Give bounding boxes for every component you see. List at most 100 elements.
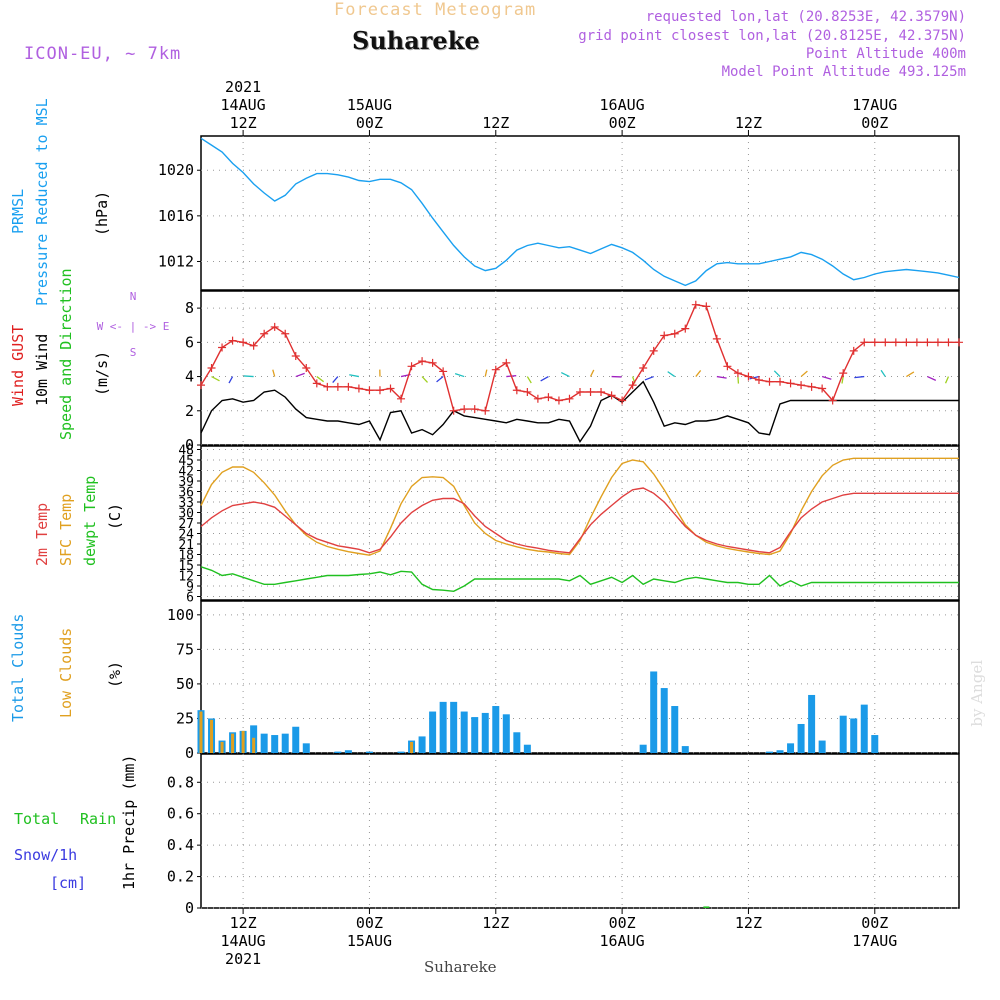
precip-tick-label: 0 <box>185 899 194 917</box>
wind-gust-point <box>407 362 416 371</box>
wind-arrow <box>560 371 570 378</box>
wind-arrow <box>667 371 676 378</box>
wind-gust-point <box>902 338 911 347</box>
cloud-total-bar <box>650 671 658 753</box>
precip-label-rain: Rain <box>80 810 116 828</box>
wind-gust-point <box>523 387 532 396</box>
wind-gust-point <box>870 338 879 347</box>
date-label-bottom: 15AUG <box>347 932 392 950</box>
wind-gust-point <box>344 382 353 391</box>
clouds-tick-label: 100 <box>167 606 194 624</box>
time-label-top: 00Z <box>861 114 888 132</box>
wind-arrow <box>880 369 886 377</box>
wind-arrow <box>944 376 950 384</box>
temp-tick-label: 30 <box>178 507 194 522</box>
precip-label-cm: [cm] <box>50 874 86 892</box>
wind-arrow <box>211 375 220 382</box>
wind-gust-point <box>912 338 921 347</box>
cloud-total-bar <box>671 706 679 753</box>
cloud-total-bar <box>460 711 468 753</box>
clouds-label-low: Low Clouds <box>57 628 75 718</box>
wind-gust-point <box>933 338 942 347</box>
wind-arrow <box>421 376 429 383</box>
pressure-tick-label: 1020 <box>158 161 194 179</box>
wind-gust-point <box>607 391 616 400</box>
cloud-total-bar <box>492 706 500 753</box>
date-label-top: 17AUG <box>852 96 897 114</box>
cloud-total-bar <box>502 714 510 753</box>
compass-s: S <box>130 346 137 359</box>
wind-gust-point <box>639 364 648 372</box>
precip-frame <box>200 753 960 909</box>
cloud-total-bar <box>523 744 531 753</box>
temp-tick-label: 12 <box>178 570 194 585</box>
wind-gust-point <box>302 364 311 372</box>
wind-gust-point <box>786 379 795 388</box>
wind-gust-point <box>754 375 763 384</box>
wind-arrow <box>695 370 702 377</box>
temp-tick-label: 15 <box>178 559 194 574</box>
precip-tick-label: 0.2 <box>167 868 194 886</box>
wind-tick-label: 2 <box>185 402 194 420</box>
time-label-bottom: 12Z <box>230 914 257 932</box>
wind-arrow <box>773 370 781 378</box>
clouds-tick-label: 50 <box>176 675 194 693</box>
wind-arrow <box>349 374 360 378</box>
wind-tick-label: 0 <box>185 436 194 454</box>
wind-gust-point <box>439 367 448 376</box>
wind-arrow <box>749 375 760 380</box>
cloud-total-bar <box>344 750 352 753</box>
wind-gust-point <box>207 364 216 372</box>
temp-tick-label: 18 <box>178 549 194 564</box>
cloud-total-bar <box>397 751 405 753</box>
wind-gust-point <box>576 387 584 396</box>
cloud-total-bar <box>271 735 279 753</box>
temp-label-dewpt: dewpt Temp <box>81 476 99 566</box>
time-label-top: 00Z <box>356 114 383 132</box>
wind-gust-point <box>260 329 269 338</box>
wind-arrow <box>484 369 488 377</box>
precip-unit: 1hr Precip (mm) <box>120 755 138 890</box>
wind-gust-point <box>839 369 848 378</box>
wind-gust-point <box>281 329 290 338</box>
cloud-total-bar <box>429 711 437 753</box>
precip-label-snow: Snow/1h <box>14 846 77 864</box>
temp-tick-label: 48 <box>178 444 194 459</box>
temp-tick-label: 33 <box>178 496 194 511</box>
compass-n: N <box>130 290 137 303</box>
wind-gust-point <box>239 338 248 347</box>
temp-tick-label: 36 <box>178 486 194 501</box>
cloud-low-bar <box>199 711 203 753</box>
wind-gust-point <box>491 365 500 374</box>
year-label-top: 2021 <box>225 78 261 96</box>
wind-gust-point <box>818 384 827 393</box>
time-label-bottom: 12Z <box>735 914 762 932</box>
cloud-total-bar <box>766 751 773 753</box>
wind-gust-point <box>270 322 279 331</box>
cloud-low-bar <box>410 741 414 753</box>
wind-arrow <box>906 371 915 378</box>
wind-arrow <box>644 375 654 381</box>
temp-tick-label: 42 <box>178 465 194 480</box>
cloud-low-bar <box>252 737 256 753</box>
cloud-total-bar <box>292 726 300 753</box>
wind-gust-point <box>333 382 342 391</box>
cloud-total-bar <box>260 733 268 753</box>
wind-gust-point <box>449 406 458 415</box>
time-label-top: 00Z <box>609 114 636 132</box>
clouds-label-total: Total Clouds <box>9 614 27 722</box>
temp-tick-label: 27 <box>178 517 194 532</box>
wind-gust-point <box>618 396 627 405</box>
date-label-top: 14AUG <box>221 96 266 114</box>
time-label-bottom: 12Z <box>482 914 509 932</box>
model-name: ICON-EU, ~ 7km <box>24 44 182 64</box>
wind-gust-point <box>944 338 953 347</box>
clouds-tick-label: 0 <box>185 744 194 762</box>
wind-gust-point <box>723 362 732 371</box>
wind-gust-point <box>533 394 542 403</box>
precip-tick-label: 0.6 <box>167 805 194 823</box>
cloud-total-bar <box>302 743 310 753</box>
wind-gust-point <box>691 300 700 309</box>
wind-gust-point <box>891 338 900 347</box>
